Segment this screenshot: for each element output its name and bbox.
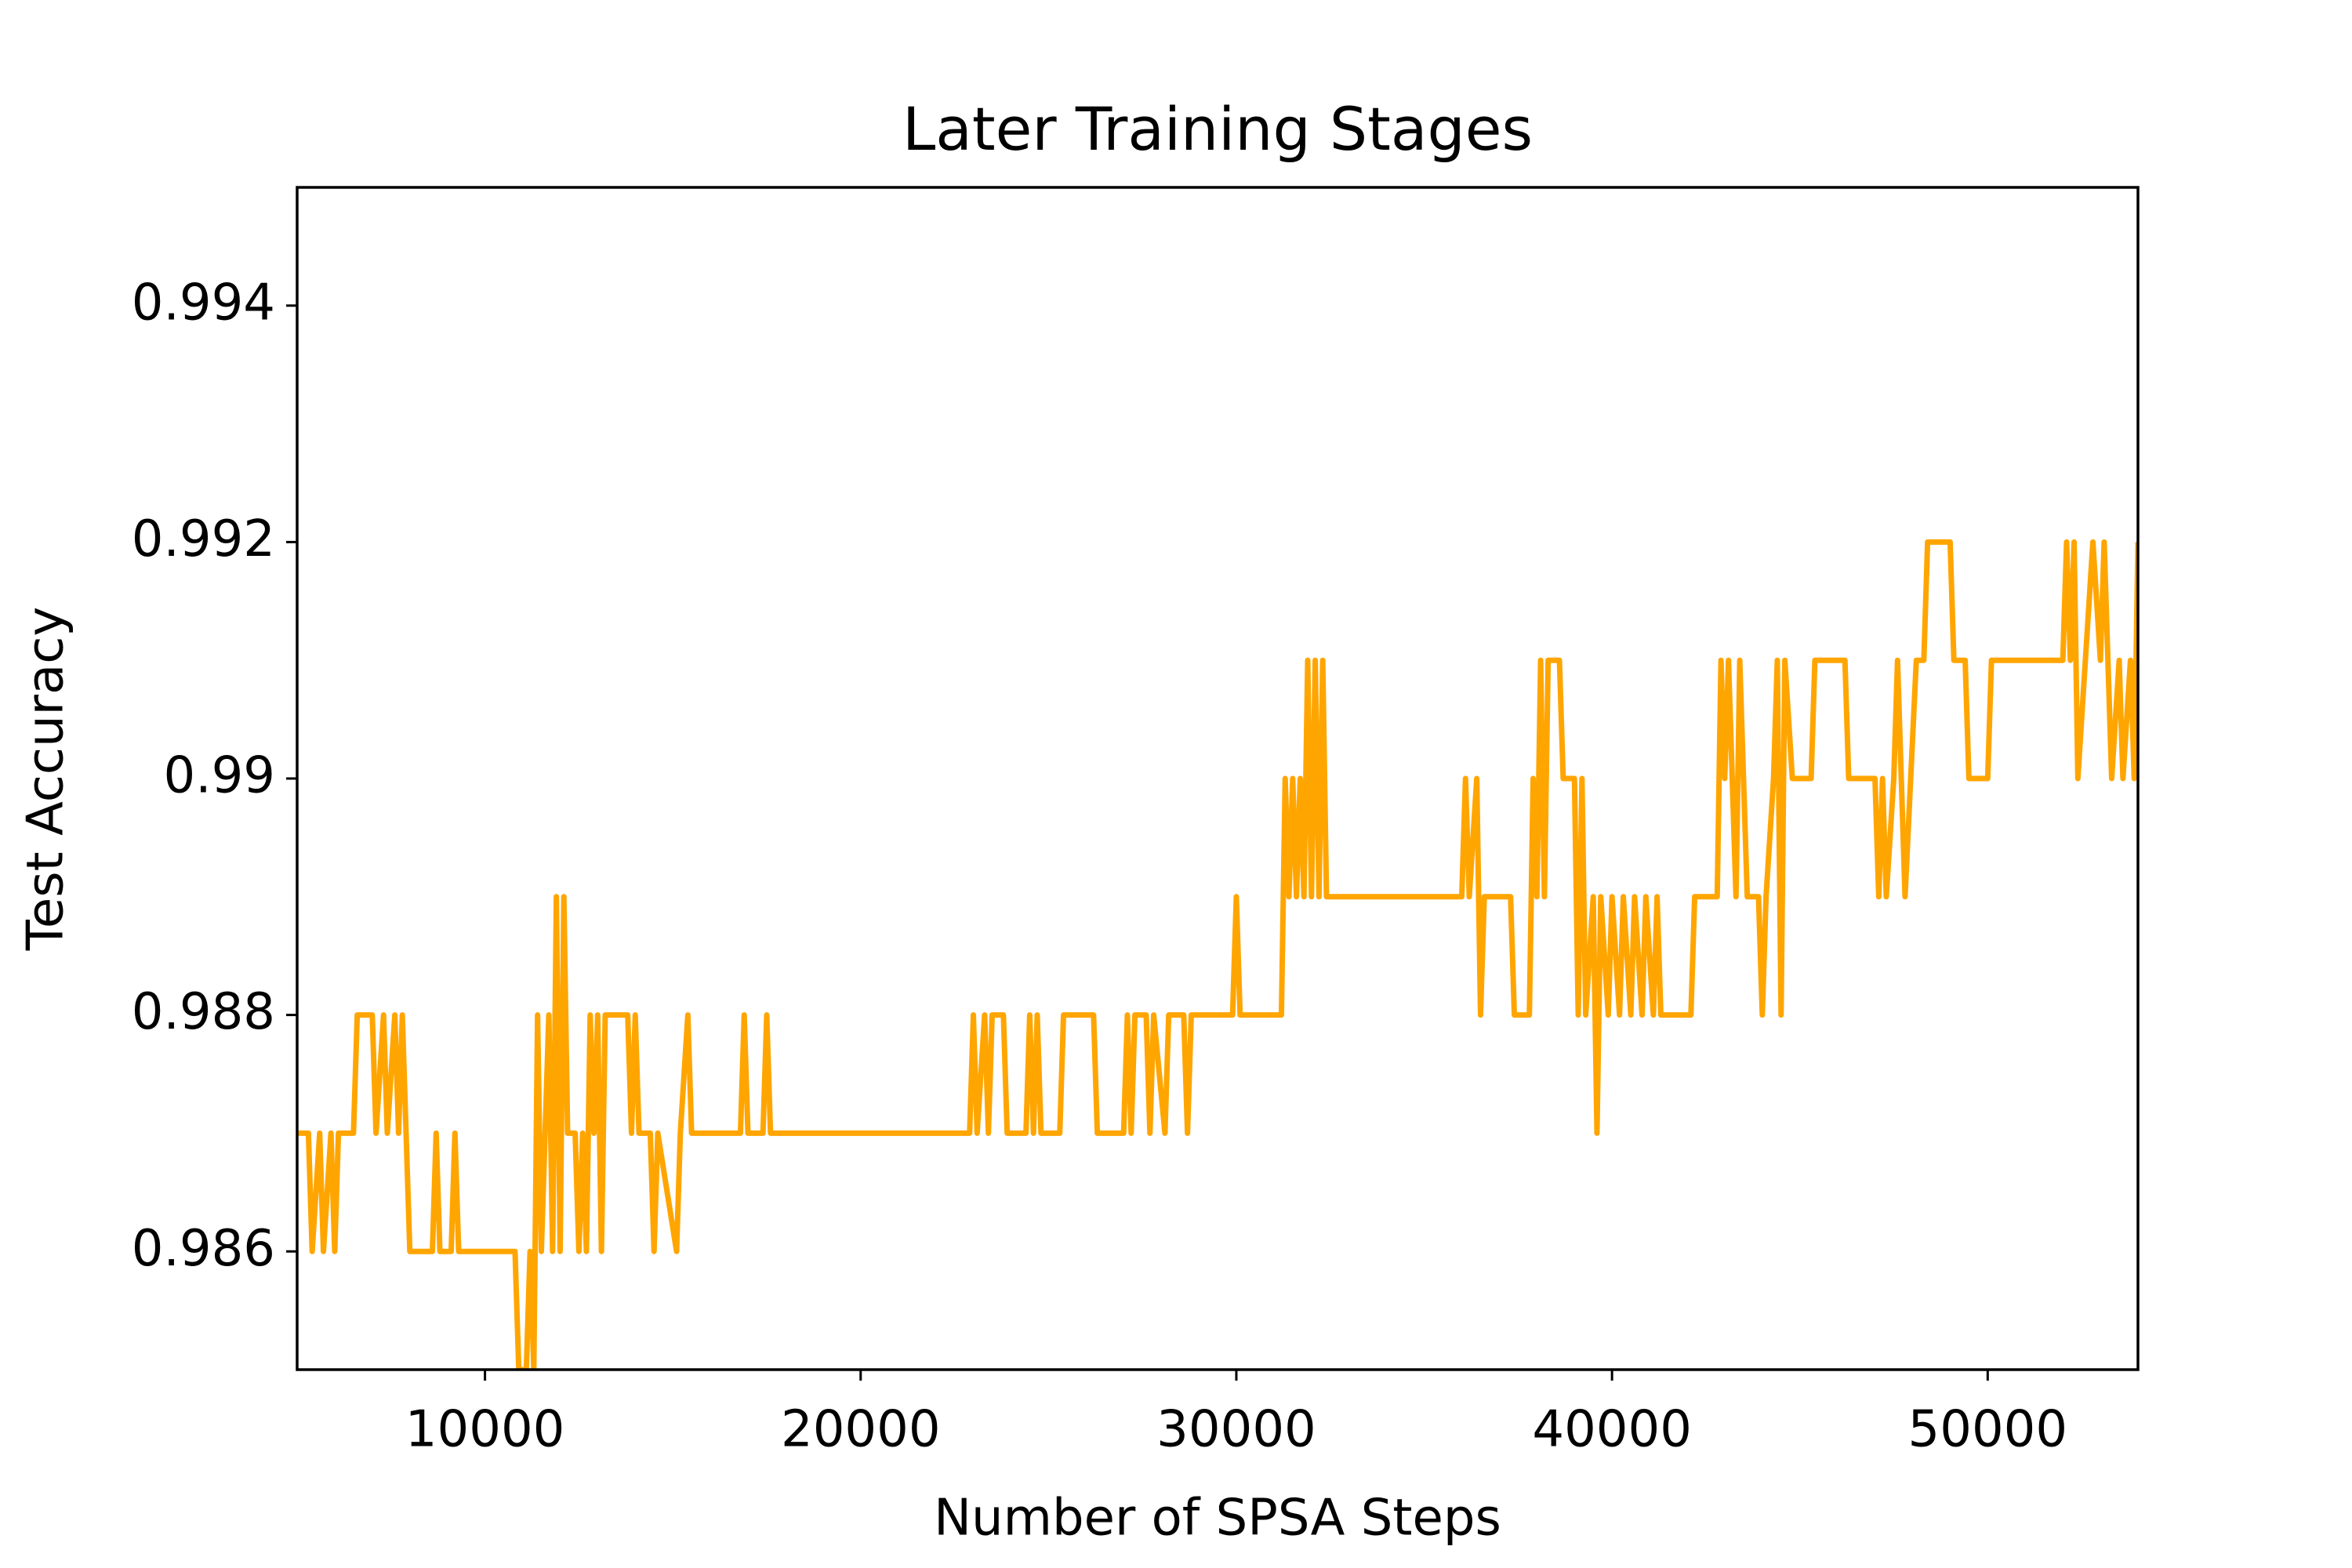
y-tick-label: 0.988 bbox=[132, 983, 275, 1041]
x-axis-label: Number of SPSA Steps bbox=[934, 1490, 1501, 1548]
y-tick-label: 0.992 bbox=[132, 510, 275, 568]
y-tick-label: 0.99 bbox=[164, 747, 276, 805]
y-tick-label: 0.986 bbox=[132, 1220, 275, 1278]
x-tick-label: 40000 bbox=[1532, 1401, 1692, 1459]
y-axis-label: Test Accuracy bbox=[17, 607, 75, 952]
x-tick-label: 10000 bbox=[405, 1401, 565, 1459]
x-tick-label: 20000 bbox=[781, 1401, 941, 1459]
chart-title: Later Training Stages bbox=[902, 94, 1533, 164]
y-tick-label: 0.994 bbox=[132, 274, 275, 332]
x-tick-label: 30000 bbox=[1156, 1401, 1316, 1459]
data-line bbox=[297, 539, 2138, 1370]
x-tick-label: 50000 bbox=[1908, 1401, 2068, 1459]
